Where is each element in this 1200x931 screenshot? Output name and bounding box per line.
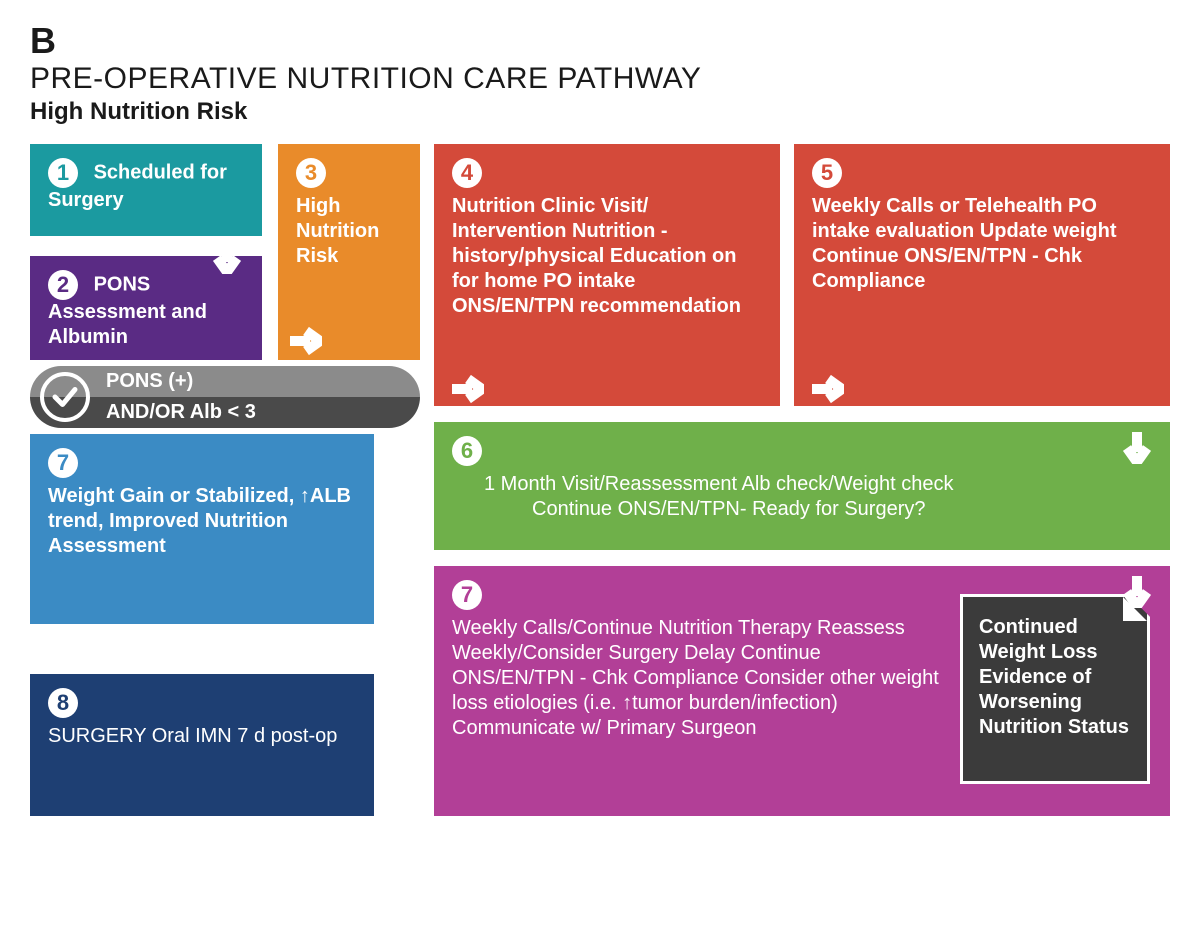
pons-criteria-pill: PONS (+) AND/OR Alb < 3	[30, 366, 420, 428]
arrow-a_into6	[1120, 430, 1154, 464]
pill-top-text: PONS (+)	[106, 370, 193, 393]
step-4-text: Nutrition Clinic Visit/ Intervention Nut…	[452, 194, 762, 319]
step-3-badge: 3	[296, 158, 326, 188]
page-title: PRE-OPERATIVE NUTRITION CARE PATHWAY	[30, 62, 1170, 96]
step-4-clinic: 4 Nutrition Clinic Visit/ Intervention N…	[434, 144, 780, 406]
step-6-line1: 1 Month Visit/Reassessment Alb check/Wei…	[484, 472, 1152, 497]
step-5-text: Weekly Calls or Telehealth PO intake eva…	[812, 194, 1152, 294]
arrow-a_6to7l_top	[386, 474, 420, 508]
step-7l-badge: 7	[48, 448, 78, 478]
arrow-a_into7r	[1120, 574, 1154, 608]
arrow-a_2to3	[288, 324, 322, 358]
arrow-a_7lto8	[202, 634, 236, 668]
step-6-badge: 6	[452, 436, 482, 466]
step-3-text: High Nutrition Risk	[296, 194, 402, 269]
arrow-a_7rto7l	[386, 576, 420, 610]
step-7r-text: Weekly Calls/Continue Nutrition Therapy …	[452, 616, 940, 741]
step-8-badge: 8	[48, 688, 78, 718]
step-5-weekly: 5 Weekly Calls or Telehealth PO intake e…	[794, 144, 1170, 406]
header: B PRE-OPERATIVE NUTRITION CARE PATHWAY H…	[30, 20, 1170, 126]
step-7-continue-therapy: 7 Weekly Calls/Continue Nutrition Therap…	[434, 566, 1170, 816]
note-text: Continued Weight Loss Evidence of Worsen…	[979, 616, 1129, 738]
step-6-reassess: 6 1 Month Visit/Reassessment Alb check/W…	[434, 422, 1170, 550]
arrow-a_1to2	[210, 240, 244, 274]
flowchart-canvas: 1 Scheduled for Surgery 2 PONS Assessmen…	[30, 144, 1170, 924]
note-worsening: Continued Weight Loss Evidence of Worsen…	[960, 594, 1150, 784]
check-icon	[40, 372, 90, 422]
arrow-a_4to5	[450, 372, 484, 406]
step-7l-text: Weight Gain or Stabilized, ↑ALB trend, I…	[48, 484, 356, 559]
page-subtitle: High Nutrition Risk	[30, 98, 1170, 126]
step-8-surgery: 8 SURGERY Oral IMN 7 d post-op	[30, 674, 374, 816]
pill-bottom-text: AND/OR Alb < 3	[106, 401, 256, 424]
arrow-a_5to6	[810, 372, 844, 406]
step-7r-badge: 7	[452, 580, 482, 610]
step-7-improved: 7 Weight Gain or Stabilized, ↑ALB trend,…	[30, 434, 374, 624]
step-8-text: SURGERY Oral IMN 7 d post-op	[48, 724, 356, 749]
step-1-badge: 1	[48, 158, 78, 188]
step-2-badge: 2	[48, 270, 78, 300]
step-6-line2: Continue ONS/EN/TPN- Ready for Surgery?	[484, 497, 1152, 522]
step-1-scheduled: 1 Scheduled for Surgery	[30, 144, 262, 236]
step-4-badge: 4	[452, 158, 482, 188]
step-5-badge: 5	[812, 158, 842, 188]
panel-letter: B	[30, 20, 1170, 62]
